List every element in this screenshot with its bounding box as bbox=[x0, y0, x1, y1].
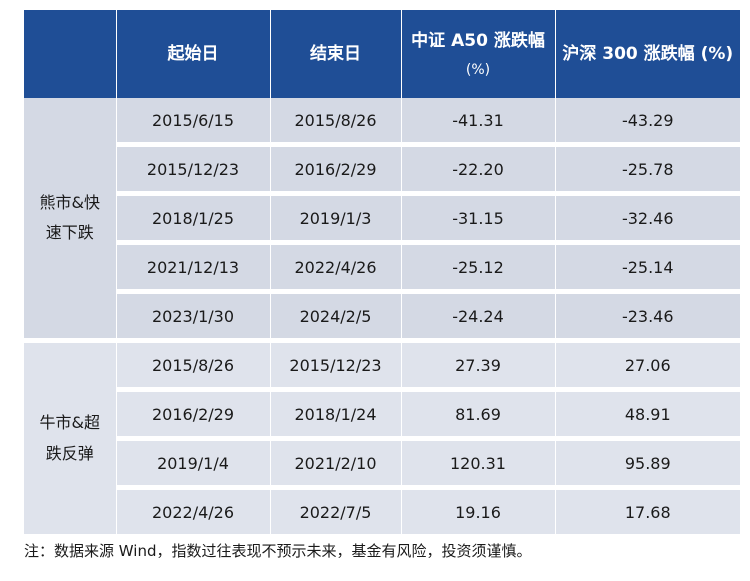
group-label-bear: 熊市&快 速下跌 bbox=[24, 98, 117, 343]
cell-a50: -41.31 bbox=[401, 98, 556, 147]
group-label-line1: 牛市&超 bbox=[39, 413, 100, 433]
header-a50-change: 中证 A50 涨跌幅 (%) bbox=[401, 10, 556, 98]
cell-end: 2022/7/5 bbox=[270, 487, 402, 539]
cell-start: 2018/1/25 bbox=[116, 193, 271, 245]
table-row: 牛市&超 跌反弹 2015/8/26 2015/12/23 27.39 27.0… bbox=[24, 340, 740, 539]
cell-end: 2015/12/23 bbox=[270, 340, 402, 392]
cell-end: 2015/8/26 bbox=[270, 98, 402, 147]
table-row: 2021/12/13 2022/4/26 -25.12 -25.14 bbox=[24, 242, 740, 294]
group-label-line2: 速下跌 bbox=[45, 223, 94, 242]
cell-hs300: -25.14 bbox=[555, 242, 740, 294]
table-row: 2015/12/23 2016/2/29 -22.20 -25.78 bbox=[24, 144, 740, 196]
cell-a50: -25.12 bbox=[401, 242, 556, 294]
group-label-bull: 牛市&超 跌反弹 bbox=[24, 340, 117, 539]
cell-hs300: -25.78 bbox=[555, 144, 740, 196]
header-blank bbox=[24, 10, 117, 98]
cell-a50: 19.16 bbox=[401, 487, 556, 539]
header-end-date: 结束日 bbox=[270, 10, 402, 98]
cell-end: 2019/1/3 bbox=[270, 193, 402, 245]
cell-start: 2022/4/26 bbox=[116, 487, 271, 539]
performance-table: 起始日 结束日 中证 A50 涨跌幅 (%) 沪深 300 涨跌幅 (%) 熊市… bbox=[24, 10, 740, 539]
cell-hs300: 95.89 bbox=[555, 438, 740, 490]
cell-end: 2024/2/5 bbox=[270, 291, 402, 343]
cell-end: 2016/2/29 bbox=[270, 144, 402, 196]
cell-start: 2015/6/15 bbox=[116, 98, 271, 147]
table-row: 2023/1/30 2024/2/5 -24.24 -23.46 bbox=[24, 291, 740, 343]
table-row: 2018/1/25 2019/1/3 -31.15 -32.46 bbox=[24, 193, 740, 245]
table-row: 2019/1/4 2021/2/10 120.31 95.89 bbox=[24, 438, 740, 490]
group-label-line1: 熊市&快 bbox=[39, 192, 100, 212]
header-a50-line2: (%) bbox=[465, 61, 491, 78]
cell-start: 2015/8/26 bbox=[116, 340, 271, 392]
group-label-line2: 跌反弹 bbox=[45, 443, 94, 463]
cell-hs300: 48.91 bbox=[555, 389, 740, 441]
cell-a50: -24.24 bbox=[401, 291, 556, 343]
cell-hs300: 17.68 bbox=[555, 487, 740, 539]
cell-start: 2016/2/29 bbox=[116, 389, 271, 441]
header-hs300-change: 沪深 300 涨跌幅 (%) bbox=[555, 10, 740, 98]
cell-end: 2018/1/24 bbox=[270, 389, 402, 441]
cell-start: 2015/12/23 bbox=[116, 144, 271, 196]
table-row: 2022/4/26 2022/7/5 19.16 17.68 bbox=[24, 487, 740, 539]
cell-start: 2019/1/4 bbox=[116, 438, 271, 490]
table-row: 2016/2/29 2018/1/24 81.69 48.91 bbox=[24, 389, 740, 441]
cell-hs300: -43.29 bbox=[555, 98, 740, 147]
cell-a50: 120.31 bbox=[401, 438, 556, 490]
cell-hs300: -23.46 bbox=[555, 291, 740, 343]
header-a50-line1: 中证 A50 涨跌幅 bbox=[411, 30, 545, 51]
footnote: 注：数据来源 Wind，指数过往表现不预示未来，基金有风险，投资须谨慎。 bbox=[24, 542, 532, 560]
cell-start: 2023/1/30 bbox=[116, 291, 271, 343]
header-start-date: 起始日 bbox=[116, 10, 271, 98]
cell-hs300: -32.46 bbox=[555, 193, 740, 245]
table-row: 熊市&快 速下跌 2015/6/15 2015/8/26 -41.31 -43.… bbox=[24, 98, 740, 343]
cell-a50: -31.15 bbox=[401, 193, 556, 245]
cell-start: 2021/12/13 bbox=[116, 242, 271, 294]
cell-a50: 27.39 bbox=[401, 340, 556, 392]
performance-table-container: 起始日 结束日 中证 A50 涨跌幅 (%) 沪深 300 涨跌幅 (%) 熊市… bbox=[24, 10, 740, 539]
cell-hs300: 27.06 bbox=[555, 340, 740, 392]
cell-end: 2021/2/10 bbox=[270, 438, 402, 490]
cell-end: 2022/4/26 bbox=[270, 242, 402, 294]
cell-a50: -22.20 bbox=[401, 144, 556, 196]
table-header-row: 起始日 结束日 中证 A50 涨跌幅 (%) 沪深 300 涨跌幅 (%) bbox=[24, 10, 740, 98]
cell-a50: 81.69 bbox=[401, 389, 556, 441]
